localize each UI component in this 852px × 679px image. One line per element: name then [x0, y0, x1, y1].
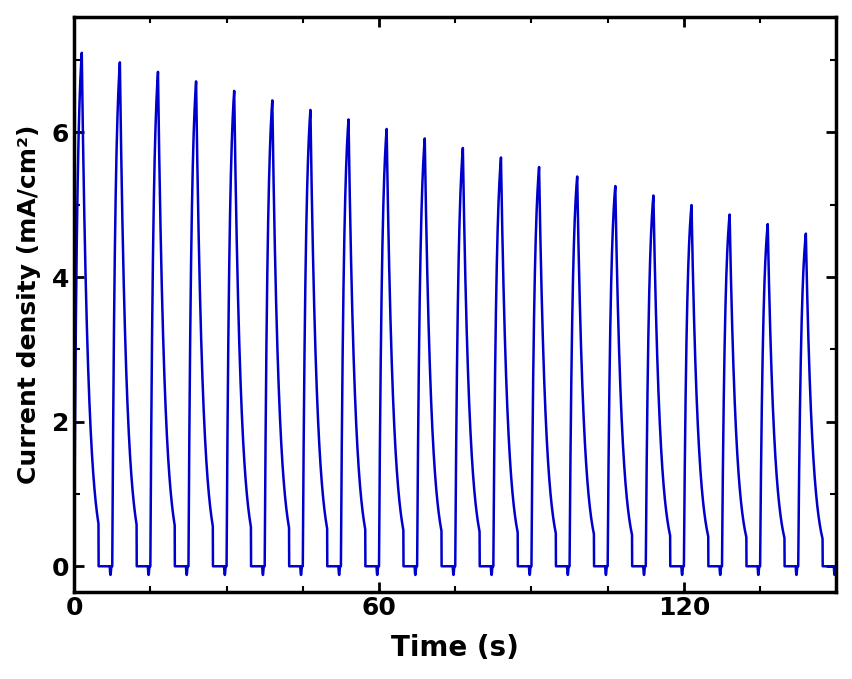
X-axis label: Time (s): Time (s)	[391, 634, 519, 662]
Y-axis label: Current density (mA/cm²): Current density (mA/cm²)	[17, 124, 41, 484]
